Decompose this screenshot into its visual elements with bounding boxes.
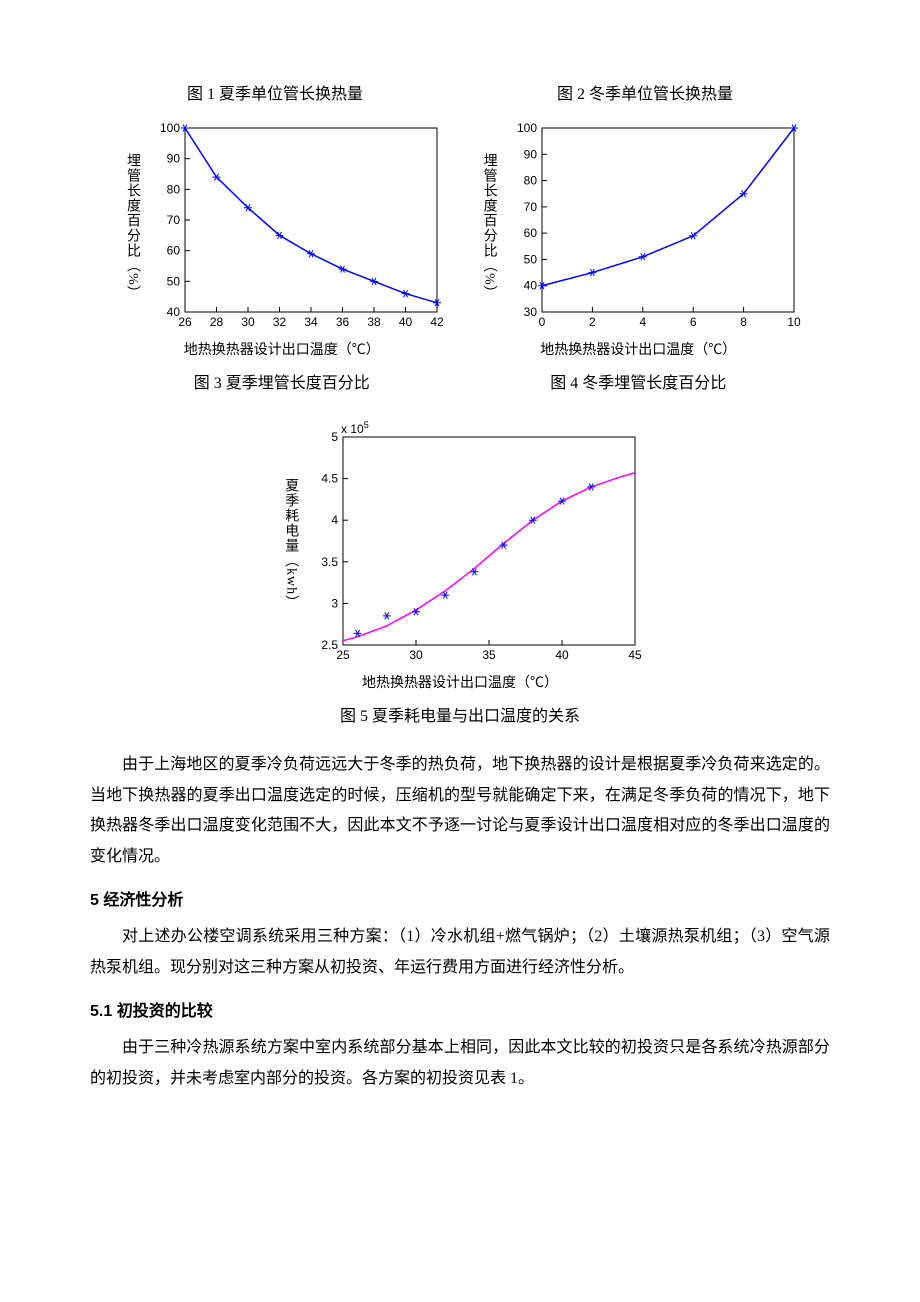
svg-text:50: 50 — [523, 253, 537, 267]
fig4-chart: 0 2 4 6 8 10 30 40 50 60 70 80 90 100 — [502, 116, 802, 336]
svg-text:40: 40 — [399, 315, 413, 329]
fig3-xlabel: 地热换热器设计出口温度（℃） — [118, 338, 445, 365]
paragraph-3: 由于三种冷热源系统方案中室内系统部分基本上相同，因此本文比较的初投资只是各系统冷… — [90, 1033, 830, 1094]
svg-text:90: 90 — [167, 152, 181, 166]
fig4-xlabel: 地热换热器设计出口温度（℃） — [475, 338, 802, 365]
svg-text:100: 100 — [160, 121, 180, 135]
svg-text:80: 80 — [523, 174, 537, 188]
svg-text:80: 80 — [167, 183, 181, 197]
fig3-chart-wrap: 埋管长度百分比（%） 26 28 30 32 34 36 38 40 42 40 50 60 70 80 9… — [118, 116, 445, 336]
fig3-ylabel-unit: （%） — [125, 258, 140, 301]
fig5-chart: 25 30 35 40 45 2.5 3 3.5 4 4.5 5x 105 — [303, 419, 643, 669]
fig4-ylabel-unit: （%） — [482, 258, 497, 301]
svg-text:60: 60 — [523, 227, 537, 241]
svg-text:90: 90 — [523, 148, 537, 162]
fig3-ylabel: 埋管长度百分比（%） — [118, 153, 145, 301]
svg-text:35: 35 — [483, 648, 497, 662]
svg-text:40: 40 — [556, 648, 570, 662]
svg-text:30: 30 — [241, 315, 255, 329]
fig5-block: 夏季耗电量（kwh） 25 30 35 40 45 2.5 3 3.5 4 4.5 5x 105 地… — [90, 419, 830, 744]
svg-text:2.5: 2.5 — [322, 638, 339, 652]
fig4-block: 埋管长度百分比（%） 0 2 4 6 8 10 30 40 50 60 70 80 90 100 地热换热… — [475, 116, 802, 411]
fig5-caption: 图 5 夏季耗电量与出口温度的关系 — [277, 702, 644, 732]
svg-text:6: 6 — [689, 315, 696, 329]
fig4-caption: 图 4 冬季埋管长度百分比 — [475, 369, 802, 399]
fig3-chart: 26 28 30 32 34 36 38 40 42 40 50 60 70 80 90 100 — [145, 116, 445, 336]
svg-text:x 105: x 105 — [341, 420, 369, 436]
fig5-xlabel: 地热换热器设计出口温度（℃） — [277, 671, 644, 698]
svg-text:60: 60 — [167, 244, 181, 258]
fig5-ylabel-main: 夏季耗电量 — [283, 478, 298, 553]
caption-row-top: 图 1 夏季单位管长换热量 图 2 冬季单位管长换热量 — [90, 80, 830, 110]
fig4-ylabel-main: 埋管长度百分比 — [482, 153, 497, 258]
svg-text:32: 32 — [273, 315, 287, 329]
paragraph-2: 对上述办公楼空调系统采用三种方案：（1）冷水机组+燃气锅炉；（2）土壤源热泵机组… — [90, 922, 830, 983]
svg-text:40: 40 — [167, 305, 181, 319]
svg-text:30: 30 — [523, 305, 537, 319]
paragraph-1: 由于上海地区的夏季冷负荷远远大于冬季的热负荷，地下换热器的设计是根据夏季冷负荷来… — [90, 750, 830, 872]
svg-text:70: 70 — [523, 200, 537, 214]
svg-text:28: 28 — [210, 315, 224, 329]
svg-text:36: 36 — [336, 315, 350, 329]
svg-text:50: 50 — [167, 275, 181, 289]
svg-text:0: 0 — [538, 315, 545, 329]
fig3-block: 埋管长度百分比（%） 26 28 30 32 34 36 38 40 42 40 50 60 70 80 9… — [118, 116, 445, 411]
heading-5: 5 经济性分析 — [90, 886, 830, 916]
svg-text:10: 10 — [787, 315, 801, 329]
svg-text:4: 4 — [639, 315, 646, 329]
svg-text:100: 100 — [517, 121, 537, 135]
svg-text:25: 25 — [337, 648, 351, 662]
fig4-chart-wrap: 埋管长度百分比（%） 0 2 4 6 8 10 30 40 50 60 70 80 90 100 — [475, 116, 802, 336]
svg-text:70: 70 — [167, 213, 181, 227]
svg-text:4.5: 4.5 — [322, 472, 339, 486]
svg-text:45: 45 — [629, 648, 643, 662]
svg-text:8: 8 — [740, 315, 747, 329]
svg-text:26: 26 — [178, 315, 192, 329]
fig4-ylabel: 埋管长度百分比（%） — [475, 153, 502, 301]
svg-text:4: 4 — [332, 514, 339, 528]
svg-text:2: 2 — [589, 315, 596, 329]
fig3-caption: 图 3 夏季埋管长度百分比 — [118, 369, 445, 399]
svg-text:30: 30 — [410, 648, 424, 662]
svg-text:38: 38 — [367, 315, 381, 329]
fig2-caption: 图 2 冬季单位管长换热量 — [557, 80, 733, 110]
fig5-chart-wrap: 夏季耗电量（kwh） 25 30 35 40 45 2.5 3 3.5 4 4.5 5x 105 — [277, 419, 644, 669]
fig3-ylabel-main: 埋管长度百分比 — [125, 153, 140, 258]
svg-text:42: 42 — [430, 315, 444, 329]
fig1-caption: 图 1 夏季单位管长换热量 — [187, 80, 363, 110]
svg-text:34: 34 — [304, 315, 318, 329]
charts-row-34: 埋管长度百分比（%） 26283032343638404240506070809… — [90, 116, 830, 411]
svg-text:3: 3 — [332, 597, 339, 611]
fig5-ylabel: 夏季耗电量（kwh） — [277, 478, 304, 610]
heading-5-1: 5.1 初投资的比较 — [90, 997, 830, 1027]
fig5-ylabel-unit: （kwh） — [283, 553, 298, 610]
svg-text:40: 40 — [523, 279, 537, 293]
svg-text:3.5: 3.5 — [322, 555, 339, 569]
svg-text:5: 5 — [332, 430, 339, 444]
